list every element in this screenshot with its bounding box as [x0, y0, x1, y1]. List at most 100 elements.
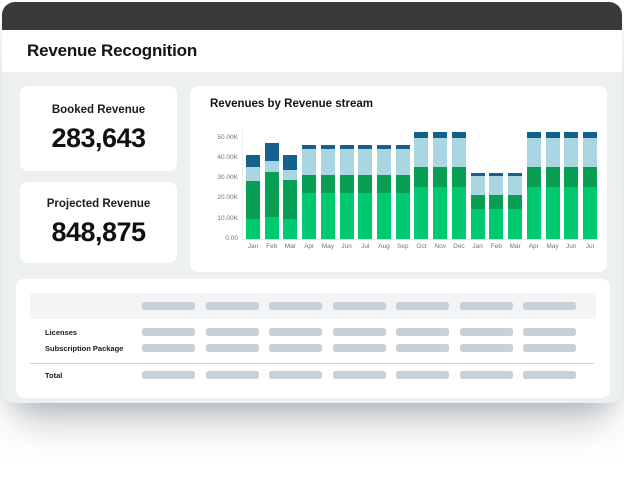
placeholder-pill [142, 344, 195, 352]
bar-segment-stream-4 [283, 155, 297, 170]
row-label: Licenses [45, 328, 142, 337]
bar-column-16-apr[interactable]: Apr [527, 129, 541, 251]
bar-segment-stream-1 [583, 187, 597, 239]
bar-segment-stream-3 [489, 176, 503, 195]
chart-plot-area: Jan Feb Mar Apr May Jun Jul Aug Sep Oct Nov Dec Jan F… [246, 129, 597, 251]
dashboard-body: Booked Revenue 283,643 Projected Revenue… [2, 72, 622, 403]
bar-segment-stream-2 [283, 180, 297, 219]
placeholder-pill [206, 371, 259, 379]
placeholder-pill [269, 344, 322, 352]
placeholder-pill [396, 371, 449, 379]
bar-column-3-mar[interactable]: Mar [283, 129, 297, 251]
bar-segment-stream-2 [265, 172, 279, 217]
y-axis-tick-label: 50.00K [190, 134, 238, 142]
placeholder-pill [206, 328, 259, 336]
bar-column-9-sep[interactable]: Sep [396, 129, 410, 251]
stacked-bar [302, 145, 316, 239]
y-axis-tick-label: 10.00K [190, 215, 238, 223]
bar-segment-stream-1 [564, 187, 578, 239]
bar-segment-stream-1 [246, 219, 260, 239]
bar-column-4-apr[interactable]: Apr [302, 129, 316, 251]
bar-segment-stream-2 [321, 175, 335, 193]
placeholder-pill [396, 328, 449, 336]
bar-column-13-jan[interactable]: Jan [471, 129, 485, 251]
table-row-subscription-package: Subscription Package [30, 340, 596, 356]
bar-segment-stream-1 [489, 209, 503, 239]
placeholder-pill [460, 344, 513, 352]
bar-segment-stream-2 [246, 181, 260, 219]
placeholder-pill [523, 328, 576, 336]
bar-segment-stream-3 [452, 138, 466, 167]
bar-column-18-jun[interactable]: Jun [564, 129, 578, 251]
placeholder-pill [523, 302, 576, 310]
bar-column-10-oct[interactable]: Oct [414, 129, 428, 251]
bar-column-5-may[interactable]: May [321, 129, 335, 251]
stacked-bar [471, 173, 485, 239]
bar-column-2-feb[interactable]: Feb [265, 129, 279, 251]
bar-column-8-aug[interactable]: Aug [377, 129, 391, 251]
bar-segment-stream-1 [321, 193, 335, 239]
bar-segment-stream-2 [489, 195, 503, 208]
placeholder-pill-row [142, 371, 587, 379]
bar-segment-stream-3 [546, 138, 560, 167]
stacked-bar [489, 173, 503, 239]
bar-segment-stream-2 [302, 175, 316, 193]
placeholder-pill [333, 302, 386, 310]
page-header: Revenue Recognition [2, 30, 622, 72]
bar-column-15-mar[interactable]: Mar [508, 129, 522, 251]
x-axis-label: May [322, 243, 334, 251]
placeholder-pill [142, 328, 195, 336]
x-axis-label: Feb [491, 243, 502, 251]
placeholder-pill [523, 371, 576, 379]
bar-segment-stream-3 [527, 138, 541, 167]
placeholder-pill [206, 344, 259, 352]
placeholder-pill [460, 302, 513, 310]
placeholder-pill-row [142, 328, 587, 336]
placeholder-pill [396, 302, 449, 310]
bar-segment-stream-3 [358, 149, 372, 175]
bar-segment-stream-1 [358, 193, 372, 239]
bar-segment-stream-3 [302, 149, 316, 175]
bar-column-12-dec[interactable]: Dec [452, 129, 466, 251]
bar-column-1-jan[interactable]: Jan [246, 129, 260, 251]
bar-column-14-feb[interactable]: Feb [489, 129, 503, 251]
app-window: Revenue Recognition Booked Revenue 283,6… [2, 2, 622, 403]
x-axis-label: Mar [509, 243, 520, 251]
bar-segment-stream-1 [471, 209, 485, 239]
bar-segment-stream-1 [546, 187, 560, 239]
y-axis-tick-label: 0.00 [190, 235, 238, 243]
bar-column-19-jul[interactable]: Jul [583, 129, 597, 251]
revenue-chart-card: Revenues by Revenue stream 50.00K40.00K3… [190, 86, 607, 272]
x-axis-label: Apr [529, 243, 539, 251]
bar-column-17-may[interactable]: May [546, 129, 560, 251]
bar-segment-stream-3 [396, 149, 410, 175]
page-title: Revenue Recognition [27, 41, 197, 61]
kpi-value-projected-revenue: 848,875 [51, 217, 145, 248]
stacked-bar [358, 145, 372, 239]
bar-segment-stream-2 [546, 167, 560, 187]
x-axis-label: Apr [304, 243, 314, 251]
bar-segment-stream-1 [508, 209, 522, 239]
x-axis-label: Jun [566, 243, 576, 251]
placeholder-pill [269, 328, 322, 336]
bar-segment-stream-4 [246, 155, 260, 167]
placeholder-pill [460, 328, 513, 336]
kpi-value-booked-revenue: 283,643 [51, 123, 145, 154]
y-axis-tick-label: 30.00K [190, 174, 238, 182]
bar-segment-stream-2 [377, 175, 391, 193]
x-axis-label: May [546, 243, 558, 251]
bar-segment-stream-1 [283, 219, 297, 239]
bar-column-11-nov[interactable]: Nov [433, 129, 447, 251]
bar-column-6-jun[interactable]: Jun [340, 129, 354, 251]
x-axis-label: Nov [434, 243, 446, 251]
bar-column-7-jul[interactable]: Jul [358, 129, 372, 251]
stacked-bar [340, 145, 354, 239]
bar-segment-stream-3 [508, 176, 522, 195]
bar-segment-stream-2 [527, 167, 541, 187]
bar-segment-stream-3 [377, 149, 391, 175]
placeholder-pill [333, 344, 386, 352]
x-axis-label: Dec [453, 243, 465, 251]
y-axis-tick-label: 40.00K [190, 154, 238, 162]
x-axis-label: Sep [397, 243, 409, 251]
stacked-bar [583, 132, 597, 239]
